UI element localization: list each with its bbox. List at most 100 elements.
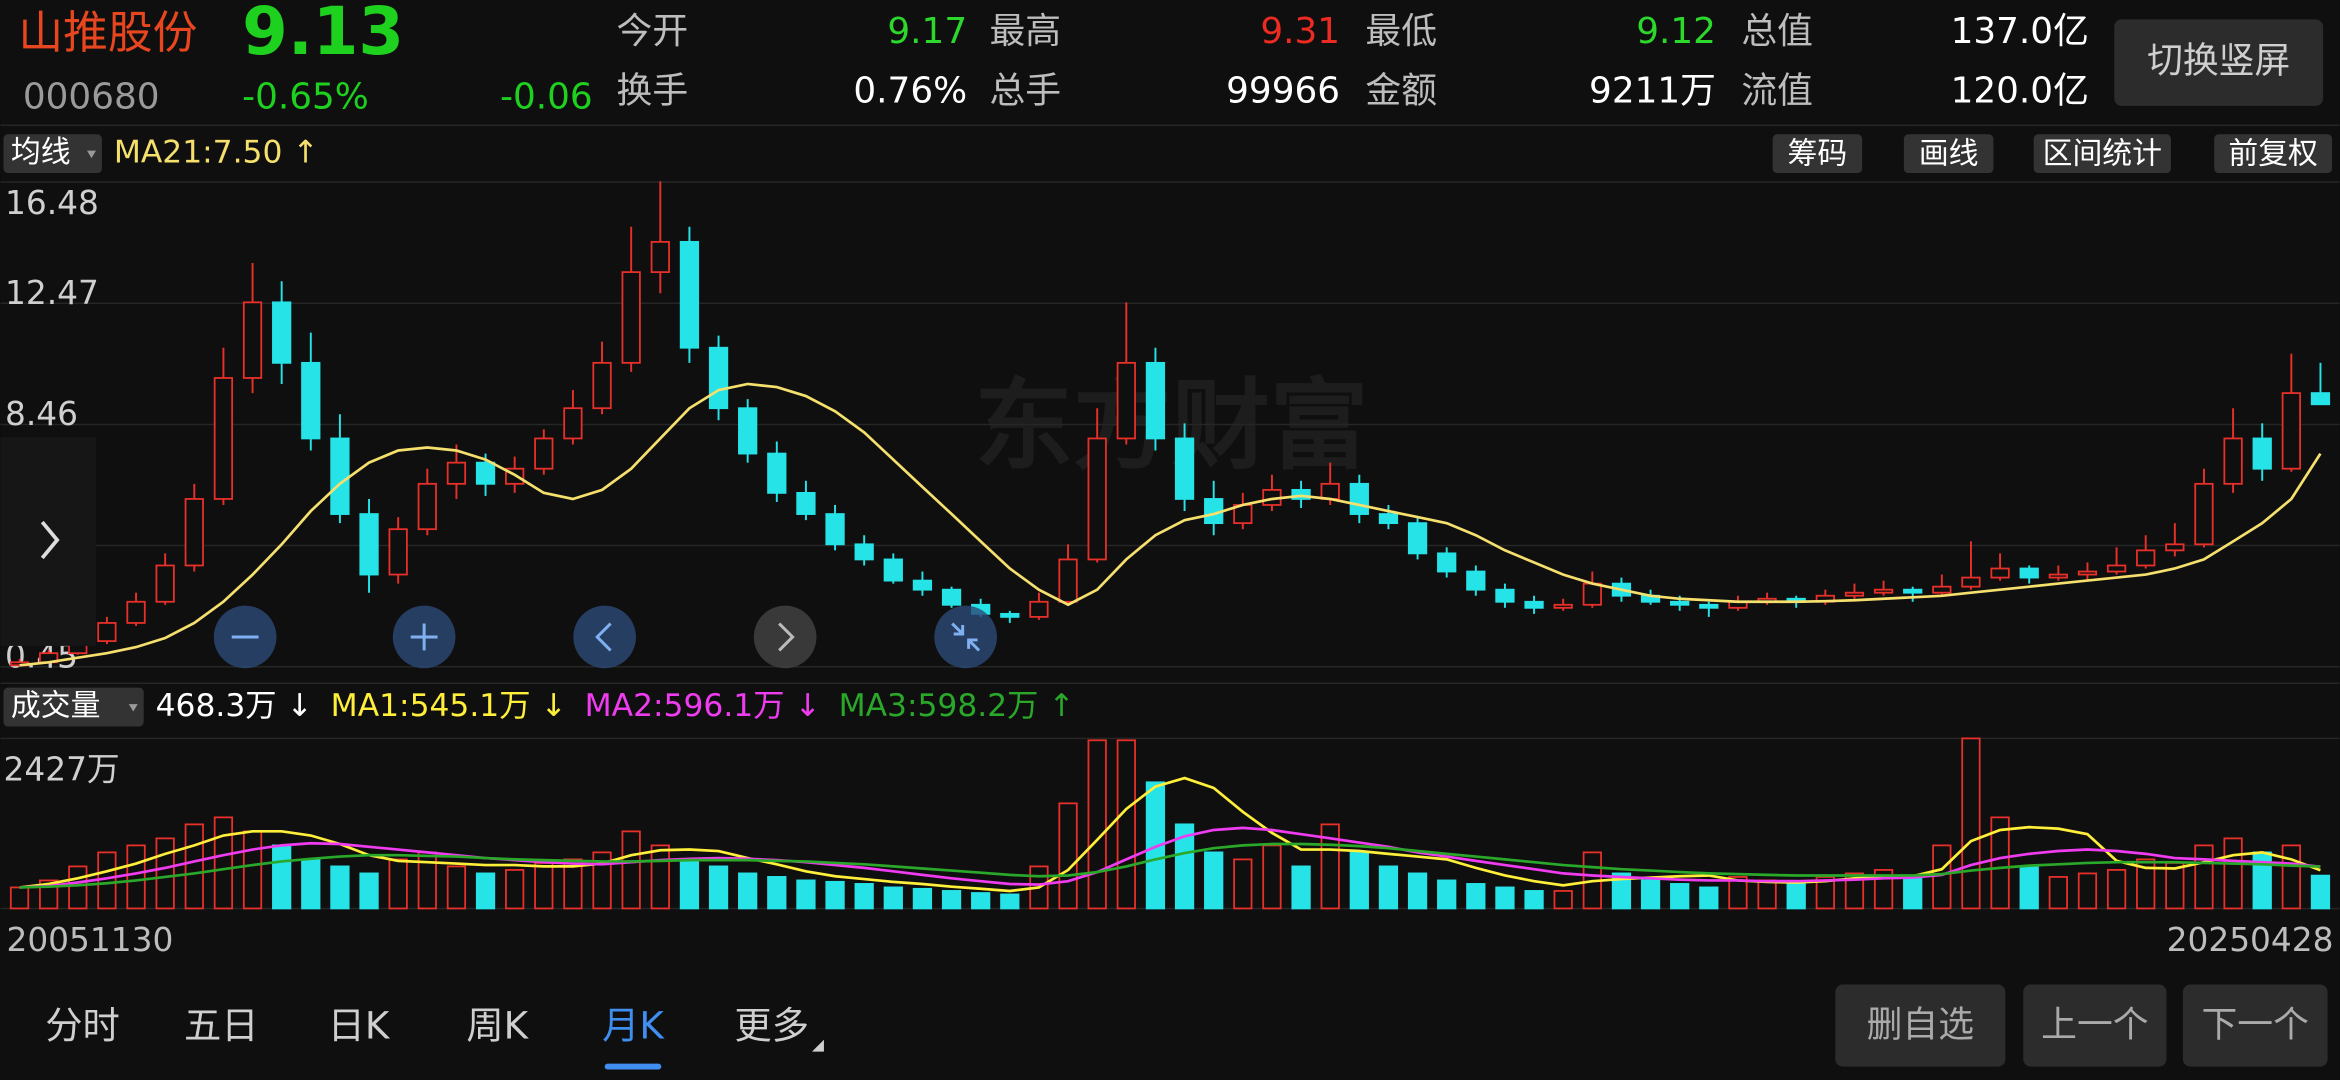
action-button[interactable] <box>2023 984 2167 1067</box>
period-tab[interactable]: 日K <box>328 1003 391 1047</box>
orientation-button[interactable] <box>2114 19 2324 106</box>
plus-icon[interactable] <box>410 623 438 651</box>
stat-label: 换手 <box>617 70 689 111</box>
right-icon[interactable] <box>778 622 795 652</box>
change: -0.06 <box>500 76 593 117</box>
dropdown-icon[interactable] <box>87 150 96 159</box>
indicator-select[interactable] <box>3 687 144 727</box>
action-button-label[interactable]: 下一个 <box>2202 1004 2309 1045</box>
period-tab[interactable]: 分时 <box>45 1003 120 1047</box>
candle-body <box>446 461 467 485</box>
candle-body <box>1145 361 1166 440</box>
volume-bar <box>1174 823 1195 910</box>
shrink-icon[interactable] <box>951 622 981 652</box>
candle-body <box>1174 437 1195 500</box>
candle-body <box>941 588 962 606</box>
legend-entry: MA2:596.1万 ↓ <box>585 688 821 724</box>
candle-body <box>1844 591 1865 597</box>
candle-body <box>272 301 292 364</box>
volume-bar <box>2310 874 2331 910</box>
volume-bar <box>912 887 933 910</box>
stock-name: 山推股份 <box>18 6 197 59</box>
left-icon[interactable] <box>595 622 612 652</box>
dropdown-icon[interactable] <box>128 704 138 712</box>
chevron-icon[interactable] <box>40 520 60 560</box>
candle-body <box>1291 488 1311 500</box>
volume-bar <box>2106 869 2127 910</box>
candle-body <box>1378 513 1399 525</box>
period-tabs: 分时 五日 日K 周K 月K 更多 <box>45 1003 824 1070</box>
volume-ma-line <box>19 776 2321 893</box>
candle-body <box>2136 549 2156 567</box>
tool-button-label[interactable]: 前复权 <box>2228 137 2317 172</box>
scroll-right-button[interactable] <box>753 605 817 669</box>
indicator-label[interactable]: 成交量 <box>11 689 100 724</box>
reset-zoom-button[interactable] <box>934 605 997 669</box>
tool-button[interactable] <box>1772 134 1863 174</box>
volume-bar <box>854 883 874 910</box>
candle-body <box>126 600 146 624</box>
candle-body <box>912 579 933 591</box>
action-button[interactable] <box>1835 984 2006 1067</box>
tool-button-label[interactable]: 画线 <box>1919 137 1979 172</box>
indicator-select[interactable] <box>3 134 102 174</box>
period-tab[interactable]: 月K <box>602 1003 665 1047</box>
action-button[interactable] <box>2182 984 2328 1067</box>
volume-chart: 成交量 468.3万 ↓ MA1:545.1万 ↓ MA2:596.1万 ↓ MA3:5… <box>0 682 2340 959</box>
candle-body <box>1553 603 1573 609</box>
stat-value: 9.31 <box>1260 11 1340 52</box>
candle-body <box>330 437 350 515</box>
candle-body <box>563 407 583 440</box>
side-panel-toggle[interactable] <box>0 437 96 646</box>
action-button-label[interactable]: 删自选 <box>1867 1004 1974 1045</box>
volume-bar <box>1903 876 1923 910</box>
x-tick-label: 20051130 <box>6 921 173 959</box>
legend-entry: MA21:7.50 ↑ <box>114 135 319 171</box>
tool-button-label[interactable]: 筹码 <box>1788 137 1848 172</box>
volume-bar <box>971 892 991 910</box>
volume-bar <box>883 886 903 910</box>
tool-button[interactable] <box>1903 134 1994 174</box>
period-tab[interactable]: 周K <box>466 1003 529 1047</box>
volume-bar <box>708 865 729 910</box>
candle-body <box>796 491 816 515</box>
x-tick-label: 20250428 <box>2167 921 2334 959</box>
volume-bar <box>2281 844 2301 910</box>
candle-body <box>1029 600 1049 618</box>
stat-value: 120.0亿 <box>1951 70 2089 111</box>
period-tab[interactable]: 五日 <box>184 1003 259 1047</box>
candle-body <box>2252 437 2272 470</box>
volume-bar <box>388 858 408 910</box>
more-icon[interactable] <box>811 1039 824 1052</box>
y-tick-label: 2427万 <box>3 751 119 789</box>
action-buttons: 删自选 上一个 下一个 <box>1835 984 2328 1067</box>
stat-value: 9211万 <box>1589 70 1716 111</box>
volume-bar <box>621 830 641 910</box>
volume-bar <box>1495 886 1515 910</box>
indicator-label[interactable]: 均线 <box>11 135 71 170</box>
scroll-left-button[interactable] <box>573 605 636 669</box>
volume-bar <box>1990 816 2010 910</box>
candle-body <box>738 407 758 455</box>
stat-label: 金额 <box>1365 70 1437 111</box>
candle-body <box>1932 585 1952 594</box>
candle-body <box>213 377 234 500</box>
tool-button-label[interactable]: 区间统计 <box>2043 137 2162 172</box>
candle-body <box>1582 582 1602 606</box>
stat-label: 总手 <box>990 70 1062 111</box>
tool-button[interactable] <box>2214 134 2333 174</box>
period-tab[interactable]: 更多 <box>734 1003 809 1047</box>
tab-underline <box>604 1063 662 1070</box>
volume-bar <box>1844 872 1865 910</box>
candle-body <box>825 513 845 546</box>
action-button-label[interactable]: 上一个 <box>2041 1004 2148 1045</box>
stat-label: 总值 <box>1741 11 1813 52</box>
stat-value: 9.17 <box>887 11 967 52</box>
tool-button[interactable] <box>2033 134 2171 174</box>
volume-bar <box>330 865 350 910</box>
volume-bar <box>1699 886 1719 910</box>
change-pct: -0.65% <box>242 76 369 117</box>
stock-code: 000680 <box>23 76 160 117</box>
orientation-button-label[interactable]: 切换竖屏 <box>2147 41 2290 82</box>
